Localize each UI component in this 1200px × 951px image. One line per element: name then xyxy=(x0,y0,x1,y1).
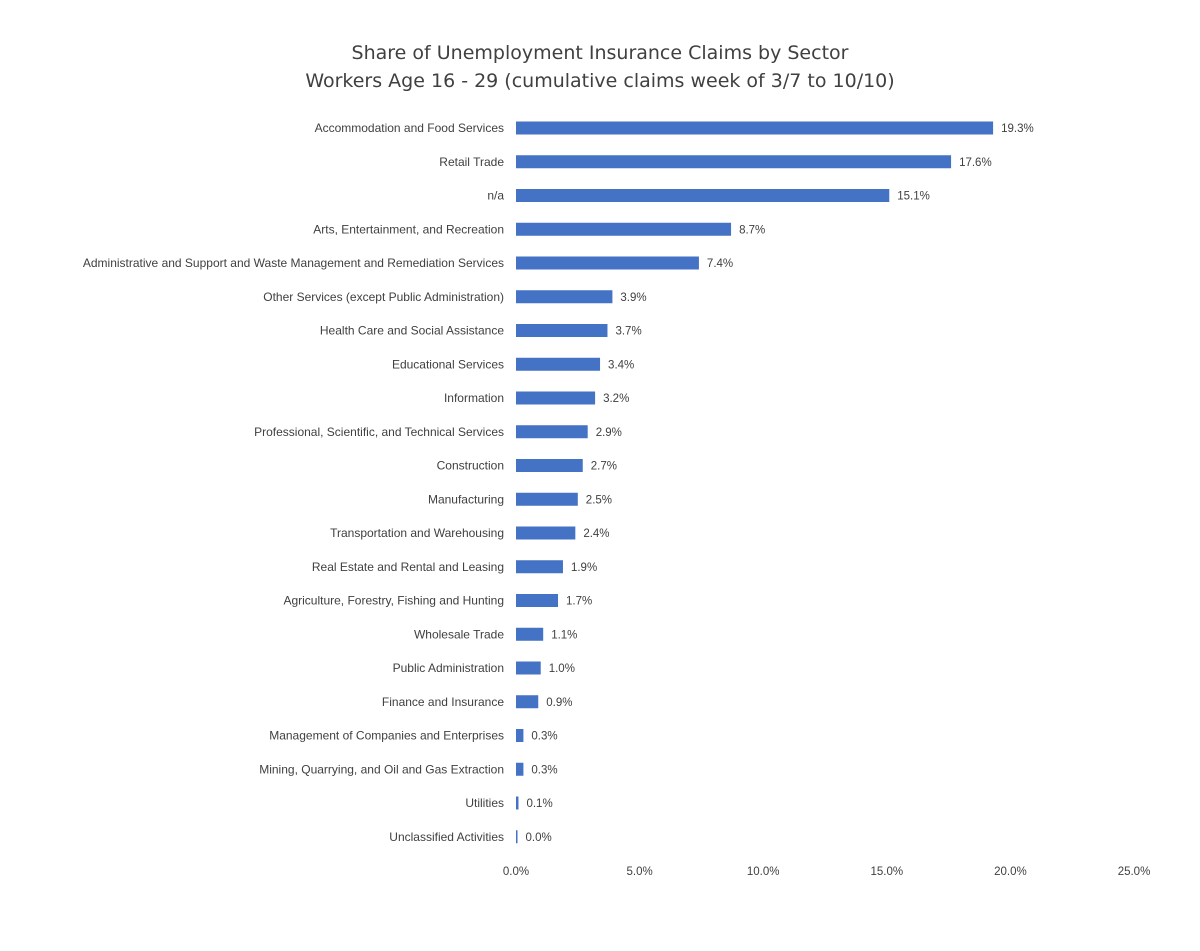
category-label: Administrative and Support and Waste Man… xyxy=(83,256,504,270)
bar xyxy=(516,459,583,472)
value-label: 0.1% xyxy=(526,798,552,810)
value-label: 19.3% xyxy=(1001,123,1034,135)
value-label: 1.1% xyxy=(551,629,577,641)
value-label: 1.9% xyxy=(571,562,597,574)
bar xyxy=(516,425,588,439)
category-label: Real Estate and Rental and Leasing xyxy=(312,560,504,574)
bar xyxy=(516,222,732,236)
bar xyxy=(516,357,601,371)
x-tick-label: 5.0% xyxy=(626,866,652,878)
category-label: Public Administration xyxy=(393,661,504,675)
bar xyxy=(516,324,608,337)
x-tick-label: 0.0% xyxy=(503,866,529,878)
value-label: 17.6% xyxy=(959,157,992,169)
value-label: 0.9% xyxy=(546,697,572,709)
value-label: 0.3% xyxy=(531,731,557,743)
value-label: 2.4% xyxy=(583,528,609,540)
bar xyxy=(516,121,994,135)
bar xyxy=(516,189,890,202)
value-labels-group: 19.3% 17.6% 15.1% 8.7% 7.4% 3.9% 3.7% 3.4% 3.2% 2… xyxy=(526,123,1034,844)
bar xyxy=(516,290,613,304)
value-label: 3.4% xyxy=(608,359,634,371)
bar xyxy=(516,830,518,844)
value-label: 7.4% xyxy=(707,258,733,270)
bar xyxy=(516,155,952,169)
category-label: Wholesale Trade xyxy=(414,627,504,641)
value-label: 3.9% xyxy=(620,292,646,304)
category-label: Arts, Entertainment, and Recreation xyxy=(313,222,504,236)
x-axis-ticks-group: 0.0% 5.0% 10.0% 15.0% 20.0% 25.0% xyxy=(503,866,1150,878)
value-label: 1.7% xyxy=(566,596,592,608)
category-label: Management of Companies and Enterprises xyxy=(269,729,504,743)
bar xyxy=(516,695,539,709)
category-label: Unclassified Activities xyxy=(389,830,504,844)
value-label: 0.3% xyxy=(531,764,557,776)
value-label: 3.7% xyxy=(615,326,641,338)
bars-group xyxy=(516,121,994,844)
category-label: Retail Trade xyxy=(439,155,504,169)
bar xyxy=(516,729,524,742)
category-label: Agriculture, Forestry, Fishing and Hunti… xyxy=(283,594,504,608)
category-label: Mining, Quarrying, and Oil and Gas Extra… xyxy=(259,762,504,776)
bar xyxy=(516,594,559,607)
category-label: Manufacturing xyxy=(428,492,504,506)
category-labels-group: Accommodation and Food Services Retail Tr… xyxy=(83,121,504,844)
bar xyxy=(516,560,563,574)
category-label: Utilities xyxy=(465,796,504,810)
value-label: 15.1% xyxy=(897,191,930,203)
x-tick-label: 25.0% xyxy=(1118,866,1151,878)
x-tick-label: 10.0% xyxy=(747,866,780,878)
category-label: Health Care and Social Assistance xyxy=(320,324,504,338)
bar xyxy=(516,762,524,776)
value-label: 2.9% xyxy=(596,427,622,439)
category-label: Transportation and Warehousing xyxy=(330,526,504,540)
category-label: Professional, Scientific, and Technical … xyxy=(254,425,504,439)
value-label: 1.0% xyxy=(549,663,575,675)
bar xyxy=(516,526,576,540)
category-label: Finance and Insurance xyxy=(382,695,504,709)
chart-title: Share of Unemployment Insurance Claims b… xyxy=(351,42,849,64)
category-label: Accommodation and Food Services xyxy=(315,121,504,135)
category-label: n/a xyxy=(487,189,504,203)
value-label: 0.0% xyxy=(526,832,552,844)
bar xyxy=(516,391,596,405)
bar xyxy=(516,256,699,270)
category-label: Information xyxy=(444,391,504,405)
bar xyxy=(516,796,519,810)
value-label: 3.2% xyxy=(603,393,629,405)
bar xyxy=(516,627,544,641)
x-tick-label: 20.0% xyxy=(994,866,1027,878)
x-tick-label: 15.0% xyxy=(870,866,903,878)
bar xyxy=(516,492,578,506)
value-label: 2.7% xyxy=(591,461,617,473)
bar xyxy=(516,661,541,675)
category-label: Educational Services xyxy=(392,357,504,371)
chart-subtitle: Workers Age 16 - 29 (cumulative claims w… xyxy=(305,70,895,92)
value-label: 2.5% xyxy=(586,494,612,506)
category-label: Other Services (except Public Administra… xyxy=(263,290,504,304)
category-label: Construction xyxy=(437,459,504,473)
value-label: 8.7% xyxy=(739,224,765,236)
